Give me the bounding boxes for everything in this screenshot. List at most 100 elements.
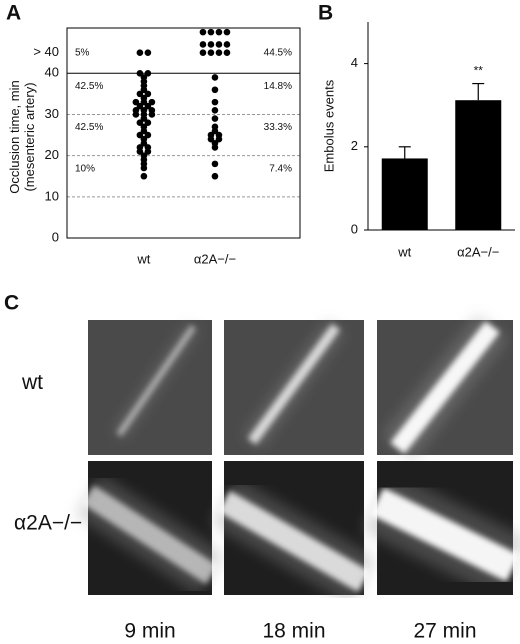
- data-point: [136, 119, 144, 127]
- data-point: [215, 49, 223, 57]
- data-point: [211, 74, 219, 81]
- vessel-thrombus: [82, 485, 218, 585]
- vessel-thrombus: [390, 321, 500, 454]
- row-label: α2A−/−: [14, 512, 82, 535]
- percent-label: 14.8%: [264, 81, 292, 92]
- micrograph: [74, 461, 226, 596]
- data-point: [136, 90, 144, 98]
- data-point: [211, 144, 219, 151]
- column-label: 9 min: [124, 620, 175, 643]
- percent-label: 5%: [75, 47, 90, 58]
- data-point: [207, 28, 215, 36]
- data-point: [136, 102, 144, 110]
- data-point: [140, 139, 148, 147]
- y-axis-label: Embolus events: [321, 79, 336, 172]
- data-point: [211, 115, 219, 122]
- vessel-thrombus: [370, 487, 520, 582]
- data-point: [144, 148, 152, 155]
- data-point: [211, 98, 219, 106]
- percent-label: 44.5%: [264, 47, 292, 58]
- data-point: [140, 172, 148, 180]
- data-point: [136, 49, 144, 57]
- bar: [455, 100, 502, 230]
- column-label: 18 min: [262, 620, 325, 643]
- percent-label: 42.5%: [75, 122, 103, 133]
- row-label: wt: [21, 371, 43, 394]
- data-point: [144, 49, 152, 57]
- data-point: [136, 148, 144, 155]
- y-tick-label: 0: [52, 229, 59, 244]
- percent-label: 10%: [75, 163, 95, 174]
- data-point: [148, 98, 156, 106]
- data-point: [144, 131, 152, 139]
- data-point: [148, 111, 156, 118]
- error-bar: [472, 82, 485, 101]
- data-point: [132, 98, 140, 106]
- data-point: [132, 111, 140, 118]
- y-tick-label: 0: [351, 221, 358, 236]
- bar: [381, 158, 428, 230]
- x-tick-label: wt: [136, 251, 150, 266]
- data-point: [223, 28, 231, 36]
- data-point: [144, 90, 152, 98]
- data-point: [144, 119, 152, 127]
- percent-label: 7.4%: [269, 163, 292, 174]
- x-tick-label: α2A−/−: [457, 244, 499, 259]
- data-point: [211, 160, 219, 168]
- data-point: [140, 164, 148, 172]
- panel-label: B: [318, 2, 333, 25]
- plot-frame: [66, 27, 301, 239]
- x-tick-label: wt: [397, 244, 411, 259]
- data-point: [215, 41, 223, 48]
- y-axis-label-line: (mesenteric artery): [22, 82, 37, 191]
- data-point: [144, 69, 152, 77]
- y-tick-label: 10: [45, 188, 59, 203]
- data-point: [223, 49, 231, 57]
- micrograph: [210, 461, 378, 605]
- percent-label: 33.3%: [264, 122, 292, 133]
- data-point: [211, 172, 219, 180]
- panel-label: A: [6, 2, 21, 25]
- y-tick-label: 2: [351, 138, 358, 153]
- significance-label: **: [474, 64, 484, 78]
- data-point: [136, 69, 144, 77]
- micrograph: [377, 314, 513, 461]
- data-point: [215, 28, 223, 36]
- y-tick-label: 30: [45, 106, 59, 121]
- micrograph: [88, 320, 212, 455]
- data-point: [144, 102, 152, 110]
- data-point: [215, 135, 223, 143]
- data-point: [207, 41, 215, 48]
- vessel-thrombus: [247, 323, 341, 445]
- y-tick-label: > 40: [33, 44, 59, 59]
- data-point: [140, 127, 148, 135]
- data-point: [207, 49, 215, 57]
- data-point: [199, 28, 207, 36]
- error-bar: [398, 146, 411, 159]
- data-point: [211, 86, 219, 94]
- data-point: [140, 98, 148, 106]
- column-label: 27 min: [413, 620, 476, 643]
- y-tick-label: 20: [45, 147, 59, 162]
- panel-label: C: [4, 292, 19, 315]
- data-point: [223, 41, 231, 48]
- vessel-thrombus: [218, 490, 370, 593]
- data-point: [199, 41, 207, 48]
- data-point: [207, 135, 215, 143]
- vessel-thrombus: [116, 325, 196, 437]
- data-point: [211, 127, 219, 135]
- data-point: [140, 86, 148, 94]
- data-point: [136, 131, 144, 139]
- y-tick-label: 4: [351, 55, 358, 70]
- y-tick-label: 40: [45, 65, 59, 80]
- micrograph: [362, 461, 520, 598]
- y-axis-label-line: Occlusion time, min: [7, 80, 22, 193]
- y-axis-label: Occlusion time, min(mesenteric artery): [7, 80, 37, 193]
- data-point: [211, 107, 219, 114]
- percent-label: 42.5%: [75, 81, 103, 92]
- micrograph: [224, 320, 364, 455]
- data-point: [199, 49, 207, 57]
- x-tick-label: α2A−/−: [194, 251, 236, 266]
- data-point: [140, 115, 148, 122]
